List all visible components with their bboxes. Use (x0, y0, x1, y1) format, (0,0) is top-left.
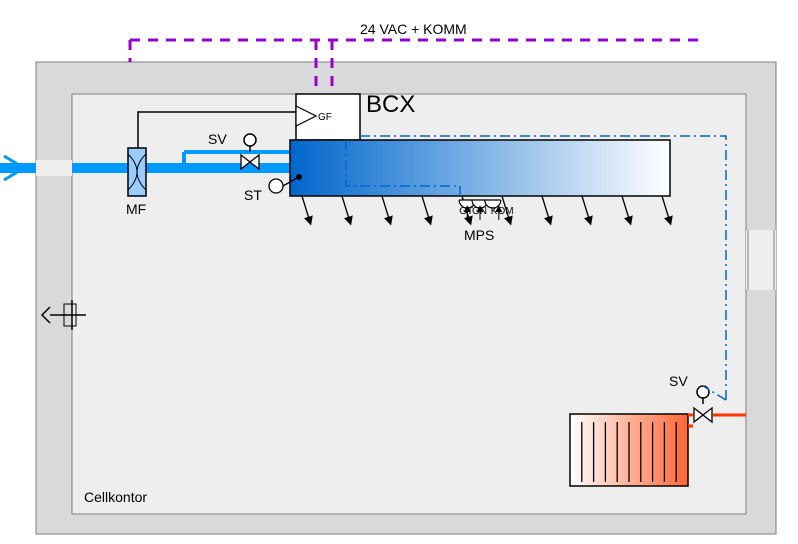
opening-right (746, 230, 776, 290)
mps-label: MPS (464, 227, 494, 243)
kom-label: KOM (491, 206, 514, 217)
mf-damper (128, 148, 146, 196)
mf-label: MF (126, 201, 146, 217)
cooling-beam (290, 140, 670, 196)
hvac-diagram: 24 VAC + KOMM MF BCX GF SV ST MPS GT GN … (0, 0, 798, 544)
gn-label: GN (472, 206, 487, 217)
sv2-label: SV (669, 373, 688, 389)
power-label: 24 VAC + KOMM (360, 21, 467, 37)
gf-label: GF (318, 112, 332, 123)
sv1-label: SV (208, 131, 227, 147)
room-title: Cellkontor (84, 489, 147, 505)
bcx-label: BCX (366, 91, 415, 118)
st-label: ST (244, 187, 262, 203)
gt-label: GT (459, 206, 473, 217)
